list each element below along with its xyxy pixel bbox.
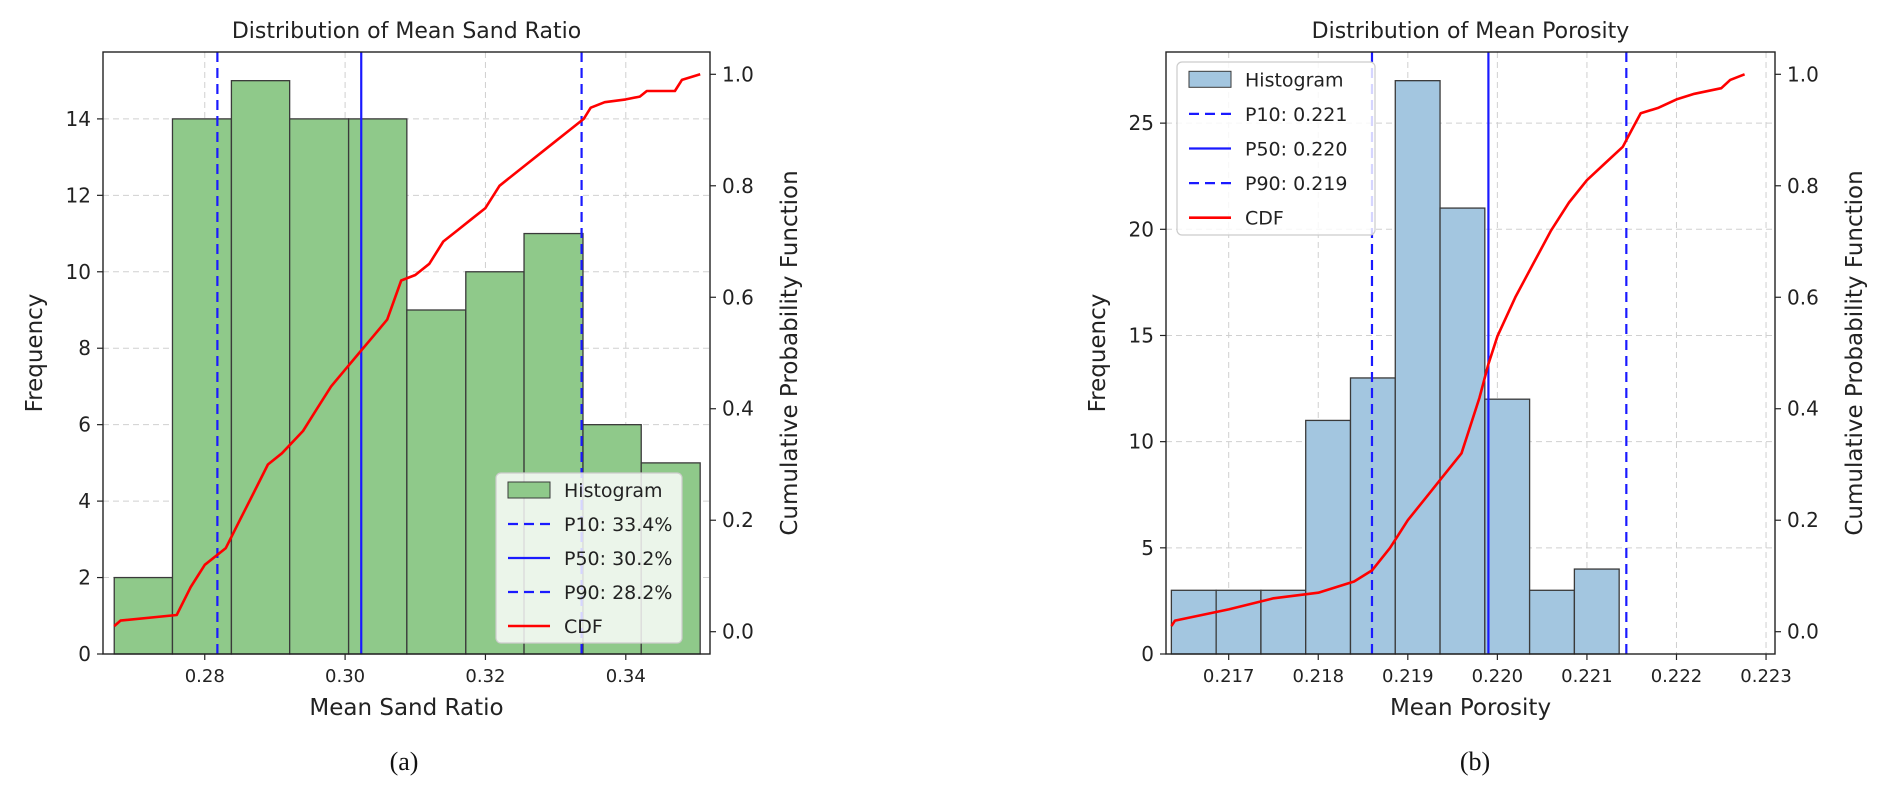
y-tick-label: 0 [78,642,91,666]
histogram-bar [1305,419,1352,655]
y-tick-label: 5 [1141,536,1154,560]
histogram-bar [1170,589,1217,655]
histogram-bar [1528,589,1576,655]
legend-swatch-histogram [1188,70,1232,88]
legend-label: Histogram [1245,69,1344,91]
histogram-bar [1573,568,1620,655]
y2-tick-label: 0.8 [1787,174,1819,198]
y2-tick-label: 1.0 [722,62,754,86]
y2-tick-label: 1.0 [1787,62,1819,86]
y2-axis-label: Cumulative Probability Function [777,170,803,535]
x-tick-label: 0.30 [325,666,365,687]
y-tick-label: 25 [1129,111,1154,135]
y2-axis-label: Cumulative Probability Function [1842,170,1868,535]
legend-label: P50: 30.2% [564,548,672,570]
histogram-bar [230,80,291,655]
y-tick-label: 0 [1141,642,1154,666]
x-tick-label: 0.217 [1203,666,1255,687]
y2-tick-label: 0.0 [1787,620,1819,644]
histogram-bar [171,118,233,655]
x-tick-label: 0.34 [606,666,646,687]
x-tick-label: 0.220 [1472,666,1524,687]
y-tick-label: 4 [78,489,91,513]
y2-tick-label: 0.8 [722,174,754,198]
axes-frame [1165,51,1776,655]
x-tick-label: 0.221 [1561,666,1613,687]
histogram-bar [289,118,350,655]
y-tick-label: 10 [66,260,91,284]
y2-tick-label: 0.2 [1787,508,1819,532]
y2-tick-label: 0.4 [1787,397,1819,421]
y-axis-label: Frequency [1085,294,1111,413]
histogram-bar [1394,80,1441,655]
panel-porosity: 0.217 0.218 0.219 0.220 0.221 0.222 0.22305101… [1085,19,1868,776]
histogram-bar [406,309,467,655]
x-axis-label: Mean Sand Ratio [309,695,503,721]
legend-label: P10: 33.4% [564,514,672,536]
y-tick-label: 14 [66,107,91,131]
legend-label: P10: 0.221 [1245,104,1347,126]
legend-label: P90: 0.219 [1245,173,1347,195]
y-tick-label: 12 [66,183,91,207]
y2-tick-label: 0.0 [722,620,754,644]
x-tick-label: 0.218 [1292,666,1344,687]
y-tick-label: 6 [78,413,91,437]
x-tick-label: 0.32 [465,666,505,687]
legend-label: P90: 28.2% [564,582,672,604]
legend-box [495,472,683,644]
histogram-bar [1439,207,1486,655]
legend-label: Histogram [564,480,663,502]
panel-caption: (b) [1460,747,1490,776]
y2-tick-label: 0.6 [722,285,754,309]
panel-caption: (a) [390,747,419,776]
legend: Histogram P10: 0.221 P50: 0.220 P90: 0.219 C… [1176,61,1376,236]
x-tick-label: 0.219 [1382,666,1434,687]
histogram-bar [1260,589,1307,655]
legend-label: CDF [564,616,603,638]
axes-frame [102,51,711,655]
y2-tick-label: 0.6 [1787,285,1819,309]
y-tick-label: 8 [78,336,91,360]
histogram-bar [347,118,408,655]
y-tick-label: 10 [1129,430,1154,454]
y-axis-label: Frequency [22,294,48,413]
legend-swatch-histogram [507,481,551,499]
legend-box [1176,61,1376,236]
legend: Histogram P10: 33.4% P50: 30.2% P90: 28.2% C… [495,472,683,644]
x-axis-label: Mean Porosity [1390,695,1551,721]
y-tick-label: 20 [1129,217,1154,241]
x-tick-label: 0.223 [1740,666,1792,687]
legend-label: CDF [1245,208,1284,230]
x-tick-label: 0.28 [185,666,225,687]
y-tick-label: 15 [1129,323,1154,347]
histogram-bar [1484,398,1531,655]
legend-label: P50: 0.220 [1245,139,1347,161]
panel-sand-ratio: 0.28 0.30 0.32 0.34 0 2 4 6 8 10 12 14 0.0 0.2 0.4 0.6 0… [22,19,803,776]
chart-title: Distribution of Mean Porosity [1312,19,1630,44]
chart-title: Distribution of Mean Sand Ratio [232,19,581,44]
y2-tick-label: 0.2 [722,508,754,532]
y-tick-label: 2 [78,566,91,590]
cdf-curve [113,73,701,628]
y2-tick-label: 0.4 [722,397,754,421]
x-tick-label: 0.222 [1651,666,1703,687]
cdf-curve [1170,73,1746,627]
histogram-bar [1215,589,1262,655]
